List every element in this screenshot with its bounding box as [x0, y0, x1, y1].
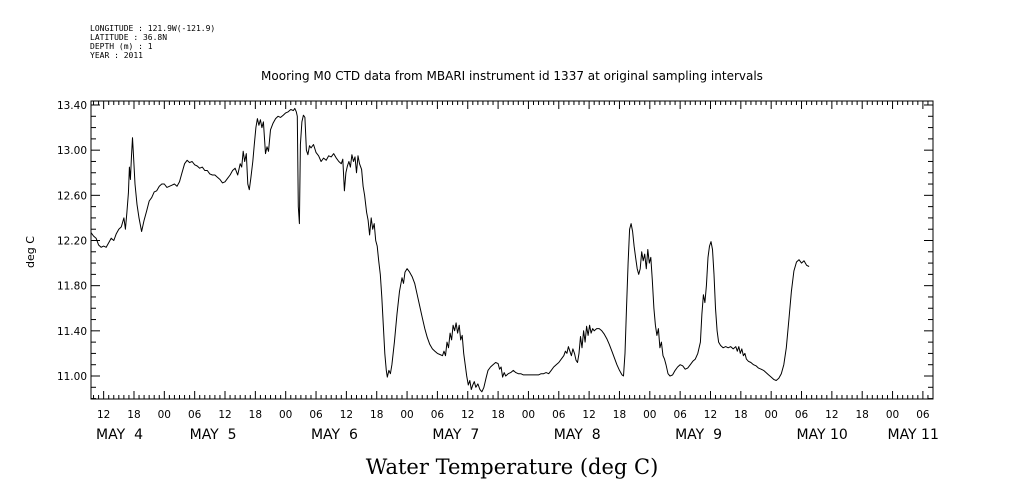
- x-tick-label: 12: [340, 409, 353, 421]
- y-axis-label: deg C: [24, 236, 37, 268]
- day-label: MAY 8: [554, 427, 601, 443]
- meta-latitude: LATITUDE : 36.8N: [90, 33, 167, 42]
- axis-ticks: [91, 101, 934, 400]
- y-tick-label: 11.40: [57, 326, 87, 338]
- x-tick-label: 18: [613, 409, 626, 421]
- x-tick-label: 06: [431, 409, 445, 421]
- x-tick-label: 06: [309, 409, 323, 421]
- meta-year: YEAR : 2011: [90, 51, 143, 60]
- y-tick-label: 11.00: [57, 371, 87, 383]
- x-tick-label: 12: [582, 409, 595, 421]
- metadata-header: LONGITUDE : 121.9W(-121.9) LATITUDE : 36…: [90, 24, 215, 60]
- y-tick-label: 13.00: [57, 145, 87, 157]
- x-tick-label: 06: [673, 409, 687, 421]
- x-tick-label: 06: [916, 409, 930, 421]
- x-tick-label: 12: [461, 409, 474, 421]
- y-tick-label: 12.60: [57, 190, 87, 202]
- x-tick-label: 18: [370, 409, 383, 421]
- x-tick-label: 06: [795, 409, 809, 421]
- plot-frame: [90, 100, 934, 400]
- day-label: MAY 11: [887, 427, 938, 443]
- day-label: MAY 6: [311, 427, 358, 443]
- x-tick-label: 12: [218, 409, 231, 421]
- x-tick-label: 18: [127, 409, 140, 421]
- x-tick-label: 12: [97, 409, 110, 421]
- day-labels: MAY 4 MAY 5 MAY 6 MAY 7 MAY 8 MAY 9 MAY 10 MAY …: [96, 427, 939, 443]
- x-tick-labels: 12 18 00 06 12 18 00 06 12 18 00 06 12 18 00 06 12 18 00 06…: [97, 409, 930, 421]
- x-tick-label: 18: [734, 409, 747, 421]
- y-tick-labels: 11.00 11.40 11.80 12.20 12.60 13.00 13.40: [57, 100, 87, 383]
- x-tick-label: 06: [552, 409, 566, 421]
- day-label: MAY 5: [190, 427, 237, 443]
- chart-title: Mooring M0 CTD data from MBARI instrumen…: [261, 69, 763, 83]
- day-label: MAY 9: [675, 427, 722, 443]
- meta-longitude: LONGITUDE : 121.9W(-121.9): [90, 24, 215, 33]
- day-label: MAY 7: [432, 427, 479, 443]
- x-tick-label: 18: [856, 409, 869, 421]
- x-tick-label: 12: [825, 409, 838, 421]
- series-group: [90, 107, 810, 393]
- x-tick-label: 00: [522, 409, 535, 421]
- x-tick-label: 00: [158, 409, 171, 421]
- day-label: MAY 10: [796, 427, 847, 443]
- x-tick-label: 00: [400, 409, 413, 421]
- x-tick-label: 00: [764, 409, 777, 421]
- x-tick-label: 00: [886, 409, 899, 421]
- x-tick-label: 00: [643, 409, 656, 421]
- x-tick-label: 00: [279, 409, 292, 421]
- meta-depth: DEPTH (m) : 1: [90, 42, 153, 51]
- day-label: MAY 4: [96, 427, 143, 443]
- x-axis-label: Water Temperature (deg C): [366, 455, 659, 479]
- y-tick-label: 12.20: [57, 236, 87, 248]
- x-tick-label: 06: [188, 409, 202, 421]
- x-tick-label: 12: [704, 409, 717, 421]
- x-tick-label: 18: [249, 409, 262, 421]
- series-line: [90, 107, 810, 393]
- y-tick-label: 11.80: [57, 281, 87, 293]
- x-tick-label: 18: [491, 409, 504, 421]
- y-tick-label: 13.40: [57, 100, 87, 112]
